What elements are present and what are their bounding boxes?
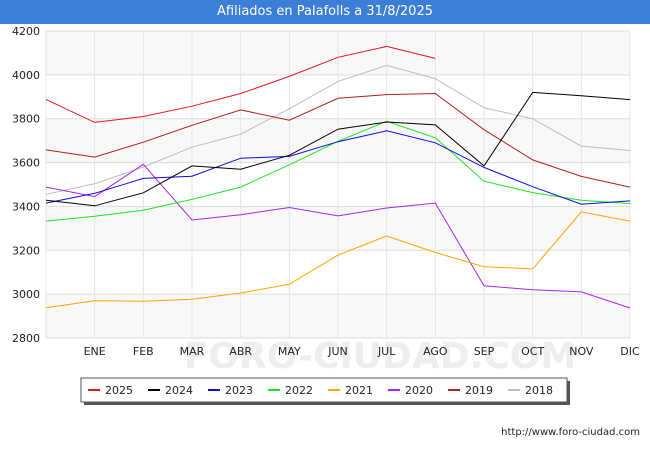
series-line-2023 <box>45 130 631 205</box>
legend-label-2023: 2023 <box>225 384 253 397</box>
series-line-2019 <box>45 92 631 188</box>
series-line-2024 <box>45 91 631 207</box>
series-line-2021 <box>45 211 631 309</box>
x-tick-label: MAY <box>278 345 301 358</box>
x-tick-label: NOV <box>569 345 594 358</box>
x-axis-ticks: ENE FEB MAR ABR MAY JUN JUL AGO SEP OCT NOV DIC <box>84 345 640 358</box>
y-axis-ticks: 2800 3000 3200 3400 3600 3800 4000 4200 <box>12 25 40 345</box>
x-tick-label: AGO <box>423 345 448 358</box>
x-tick-label: JUL <box>377 345 396 358</box>
y-tick-label: 3000 <box>12 288 40 301</box>
legend-label-2019: 2019 <box>465 384 493 397</box>
grid-lines <box>45 30 631 339</box>
y-tick-label: 3800 <box>12 113 40 126</box>
y-tick-label: 2800 <box>12 332 40 345</box>
legend-label-2025: 2025 <box>105 384 133 397</box>
legend: 2025 2024 2023 2022 2021 2020 2019 2018 <box>80 377 570 405</box>
x-tick-label: JUN <box>327 345 348 358</box>
chart-title: Afiliados en Palafolls a 31/8/2025 <box>0 0 650 24</box>
x-tick-label: DIC <box>620 345 640 358</box>
watermark: FORO-CIUDAD.COM <box>184 336 576 377</box>
series-line-2018 <box>45 64 631 195</box>
legend-items: 2025 2024 2023 2022 2021 2020 2019 2018 <box>88 384 553 397</box>
legend-label-2021: 2021 <box>345 384 373 397</box>
y-tick-label: 3400 <box>12 200 40 213</box>
x-tick-label: OCT <box>521 345 544 358</box>
y-tick-label: 3200 <box>12 244 40 257</box>
y-tick-label: 3600 <box>12 157 40 170</box>
x-tick-label: MAR <box>180 345 205 358</box>
x-tick-label: SEP <box>474 345 495 358</box>
y-tick-label: 4200 <box>12 25 40 38</box>
x-tick-label: ENE <box>84 345 106 358</box>
legend-box <box>80 377 568 403</box>
legend-label-2018: 2018 <box>525 384 553 397</box>
x-tick-label: ABR <box>229 345 252 358</box>
series-line-2020 <box>45 163 631 309</box>
legend-label-2024: 2024 <box>165 384 193 397</box>
x-tick-label: FEB <box>133 345 154 358</box>
legend-label-2022: 2022 <box>285 384 313 397</box>
series-lines <box>45 45 631 309</box>
legend-label-2020: 2020 <box>405 384 433 397</box>
y-tick-label: 4000 <box>12 69 40 82</box>
source-url: http://www.foro-ciudad.com <box>501 427 640 438</box>
series-line-2025 <box>45 45 436 123</box>
